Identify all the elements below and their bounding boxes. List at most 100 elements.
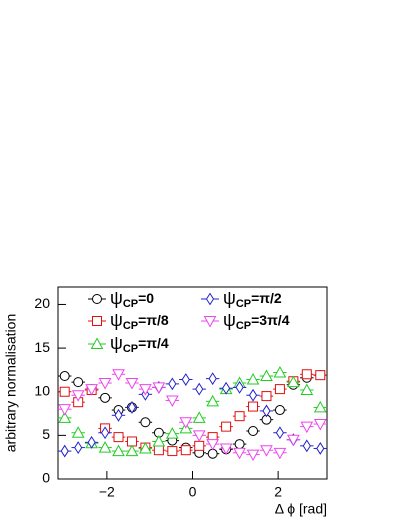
data-point xyxy=(232,439,247,450)
data-point xyxy=(219,381,233,395)
marker xyxy=(74,441,83,455)
data-point xyxy=(219,443,233,455)
data-point xyxy=(246,372,260,385)
data-point xyxy=(192,411,206,423)
marker xyxy=(112,369,125,381)
data-point xyxy=(313,419,328,431)
data-point xyxy=(232,411,247,422)
data-point xyxy=(192,440,206,451)
marker xyxy=(98,441,112,453)
marker xyxy=(71,390,85,402)
marker xyxy=(100,426,110,440)
data-point xyxy=(286,434,301,447)
marker xyxy=(260,445,273,457)
marker xyxy=(206,439,220,451)
marker xyxy=(234,411,245,422)
data-point xyxy=(57,386,72,397)
marker xyxy=(194,440,205,451)
marker xyxy=(139,441,152,454)
data-point xyxy=(165,395,180,407)
data-point xyxy=(273,405,287,416)
data-point xyxy=(152,427,166,438)
marker xyxy=(153,445,164,456)
data-point xyxy=(98,441,112,453)
marker xyxy=(58,404,72,416)
marker xyxy=(165,395,179,407)
marker xyxy=(195,382,204,396)
marker xyxy=(140,417,151,428)
data-point xyxy=(219,421,233,432)
data-point xyxy=(152,445,166,456)
data-point xyxy=(300,439,314,453)
marker xyxy=(90,337,104,349)
data-point xyxy=(273,384,287,395)
marker xyxy=(167,446,178,457)
data-point xyxy=(84,435,99,449)
data-point xyxy=(259,414,274,425)
data-point xyxy=(71,426,85,438)
marker xyxy=(92,294,102,304)
marker xyxy=(313,419,327,431)
data-point xyxy=(125,444,139,457)
data-point xyxy=(232,447,247,460)
marker xyxy=(92,316,102,326)
marker xyxy=(59,371,70,382)
data-point xyxy=(192,430,206,442)
data-point xyxy=(57,444,72,458)
marker xyxy=(302,439,311,453)
data-point xyxy=(246,388,260,402)
legend-label: ψCP=0 xyxy=(110,288,154,310)
marker xyxy=(180,445,191,456)
marker xyxy=(139,384,152,396)
data-point xyxy=(300,369,314,380)
y-axis-label: arbitrary normalisation xyxy=(3,314,19,453)
marker xyxy=(181,373,190,386)
data-point xyxy=(273,365,287,378)
data-point xyxy=(205,372,220,386)
marker xyxy=(234,439,245,450)
marker xyxy=(246,372,260,385)
data-point xyxy=(165,377,180,391)
marker xyxy=(98,378,112,390)
marker xyxy=(100,392,111,403)
marker xyxy=(113,432,124,443)
data-point xyxy=(152,382,166,394)
data-point xyxy=(138,384,153,396)
data-point xyxy=(165,427,180,439)
marker xyxy=(114,408,123,422)
y-tick-label: 0 xyxy=(42,470,50,486)
marker xyxy=(192,411,206,423)
data-point xyxy=(259,391,274,402)
data-point xyxy=(205,439,220,451)
data-point xyxy=(71,390,85,402)
data-point xyxy=(125,401,139,414)
data-point xyxy=(125,378,139,390)
marker xyxy=(273,447,287,460)
marker xyxy=(301,369,312,380)
marker xyxy=(274,405,285,416)
marker xyxy=(248,401,259,412)
marker xyxy=(219,443,233,455)
marker xyxy=(192,430,206,442)
y-tick-label: 20 xyxy=(34,295,50,311)
legend-label: ψCP=3π/4 xyxy=(223,310,290,332)
marker xyxy=(59,386,70,397)
marker xyxy=(233,447,246,460)
marker xyxy=(248,426,259,436)
marker xyxy=(152,434,166,447)
data-point xyxy=(57,411,72,423)
data-point xyxy=(313,370,328,381)
data-point xyxy=(273,447,287,460)
legend-label: ψCP=π/4 xyxy=(110,333,169,355)
marker xyxy=(71,426,85,438)
legend-label: ψCP=π/8 xyxy=(110,310,169,332)
marker xyxy=(261,391,272,402)
data-point xyxy=(246,426,260,436)
legend-label: ψCP=π/2 xyxy=(223,288,282,310)
data-point xyxy=(273,426,287,440)
data-point xyxy=(313,400,328,413)
marker xyxy=(203,316,217,328)
data-point xyxy=(111,432,126,443)
data-point xyxy=(111,444,126,457)
marker xyxy=(262,404,271,418)
